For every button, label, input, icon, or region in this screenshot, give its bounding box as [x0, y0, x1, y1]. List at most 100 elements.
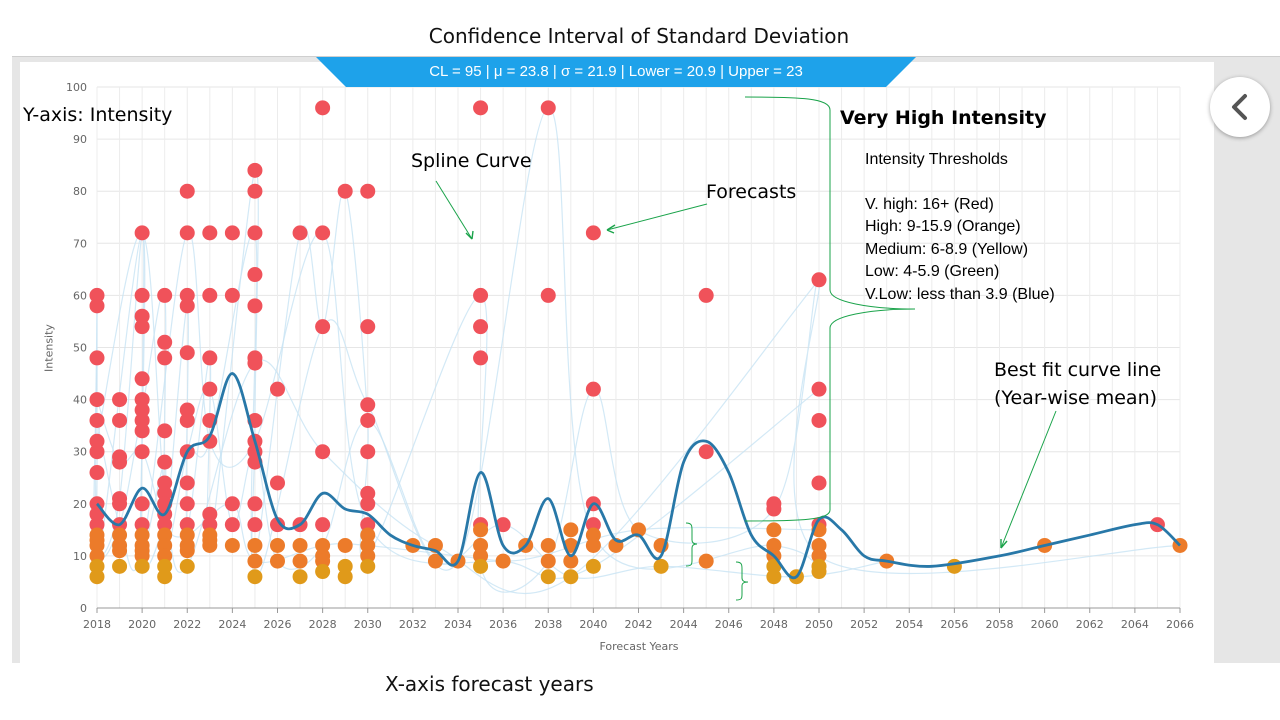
x-tick-label: 2042: [625, 618, 653, 631]
data-point: [134, 527, 150, 543]
x-tick-label: 2064: [1121, 618, 1149, 631]
data-point: [157, 350, 173, 366]
data-point: [202, 532, 218, 548]
data-point: [337, 558, 353, 574]
x-tick-label: 2036: [489, 618, 517, 631]
best-fit-line: [95, 372, 1181, 580]
x-tick-label: 2062: [1076, 618, 1104, 631]
data-point: [766, 501, 782, 517]
y-tick-label: 40: [73, 394, 87, 407]
collapse-panel-button[interactable]: [1210, 77, 1270, 137]
data-point: [112, 558, 128, 574]
data-point: [315, 225, 331, 241]
data-point: [337, 183, 353, 199]
x-tick-label: 2060: [1031, 618, 1059, 631]
very-high-brace: [744, 96, 916, 522]
data-point: [540, 100, 556, 116]
data-point: [202, 506, 218, 522]
very-high-annotation: Very High Intensity: [840, 107, 1047, 129]
data-point: [247, 496, 263, 512]
y-tick-label: 70: [73, 237, 87, 250]
data-point: [112, 527, 128, 543]
data-point: [270, 381, 285, 397]
data-point: [360, 496, 376, 512]
data-point: [563, 569, 579, 585]
data-point: [89, 287, 105, 303]
data-point: [179, 225, 195, 241]
x-axis-label-text: Forecast Years: [599, 640, 679, 653]
threshold-low: Low: 4-5.9 (Green): [865, 263, 1000, 280]
data-point: [247, 537, 263, 553]
x-tick-label: 2028: [309, 618, 337, 631]
data-point: [134, 412, 150, 428]
data-point: [360, 319, 376, 335]
x-tick-label: 2038: [534, 618, 562, 631]
x-tick-label: 2046: [715, 618, 743, 631]
intensity-thresholds: Intensity Thresholds V. high: 16+ (Red) …: [865, 149, 1055, 306]
data-point: [360, 397, 376, 413]
data-point: [89, 569, 105, 585]
data-point: [179, 543, 195, 559]
data-point: [224, 537, 240, 553]
data-point: [360, 527, 376, 543]
x-tick-label: 2032: [399, 618, 427, 631]
y-tick-label: 100: [66, 81, 87, 94]
data-point: [89, 465, 105, 481]
x-tick-label: 2050: [805, 618, 833, 631]
data-point: [360, 412, 376, 428]
forecasts-annotation: Forecasts: [706, 181, 797, 203]
data-point: [585, 225, 601, 241]
data-point: [315, 564, 331, 580]
data-point: [134, 371, 150, 387]
title-divider: [12, 56, 1280, 57]
data-point: [202, 287, 218, 303]
annotation-arrows: [435, 96, 1057, 601]
x-tick-label: 2044: [670, 618, 698, 631]
data-point: [157, 548, 173, 564]
data-point: [112, 412, 128, 428]
data-point: [134, 517, 150, 533]
data-point: [473, 319, 489, 335]
data-point: [179, 402, 195, 418]
spline-curve: [93, 107, 820, 578]
data-point: [270, 537, 285, 553]
thresholds-title: Intensity Thresholds: [865, 151, 1008, 168]
data-point: [134, 392, 150, 408]
data-point: [157, 423, 173, 439]
data-point: [89, 517, 105, 533]
data-point: [179, 517, 195, 533]
data-point: [247, 355, 263, 371]
data-point: [811, 412, 827, 428]
data-point: [247, 298, 263, 314]
data-point: [360, 517, 376, 533]
data-point: [202, 517, 218, 533]
data-point: [179, 496, 195, 512]
data-point: [179, 298, 195, 314]
data-point: [247, 517, 263, 533]
high-brace: [685, 522, 698, 567]
threshold-very-high: V. high: 16+ (Red): [865, 195, 994, 213]
data-point: [134, 287, 150, 303]
data-point: [179, 287, 195, 303]
data-point: [134, 548, 150, 564]
data-point: [270, 475, 285, 491]
data-point: [698, 287, 714, 303]
data-point: [202, 350, 218, 366]
best-fit-annotation: Best fit curve line (Year-wise mean): [994, 356, 1161, 412]
data-point: [315, 537, 331, 553]
x-tick-label: 2054: [895, 618, 923, 631]
y-tick-label: 0: [80, 602, 87, 615]
x-tick-label: 2056: [940, 618, 968, 631]
y-axis-label: Intensity: [42, 324, 56, 372]
data-point: [495, 517, 511, 533]
data-point: [473, 350, 489, 366]
y-tick-label: 90: [73, 133, 87, 146]
data-point: [134, 225, 150, 241]
data-point: [157, 475, 173, 491]
data-point: [315, 100, 331, 116]
data-point: [134, 444, 150, 460]
data-point: [585, 381, 601, 397]
data-point: [247, 225, 263, 241]
chevron-left-icon: [1232, 94, 1247, 120]
